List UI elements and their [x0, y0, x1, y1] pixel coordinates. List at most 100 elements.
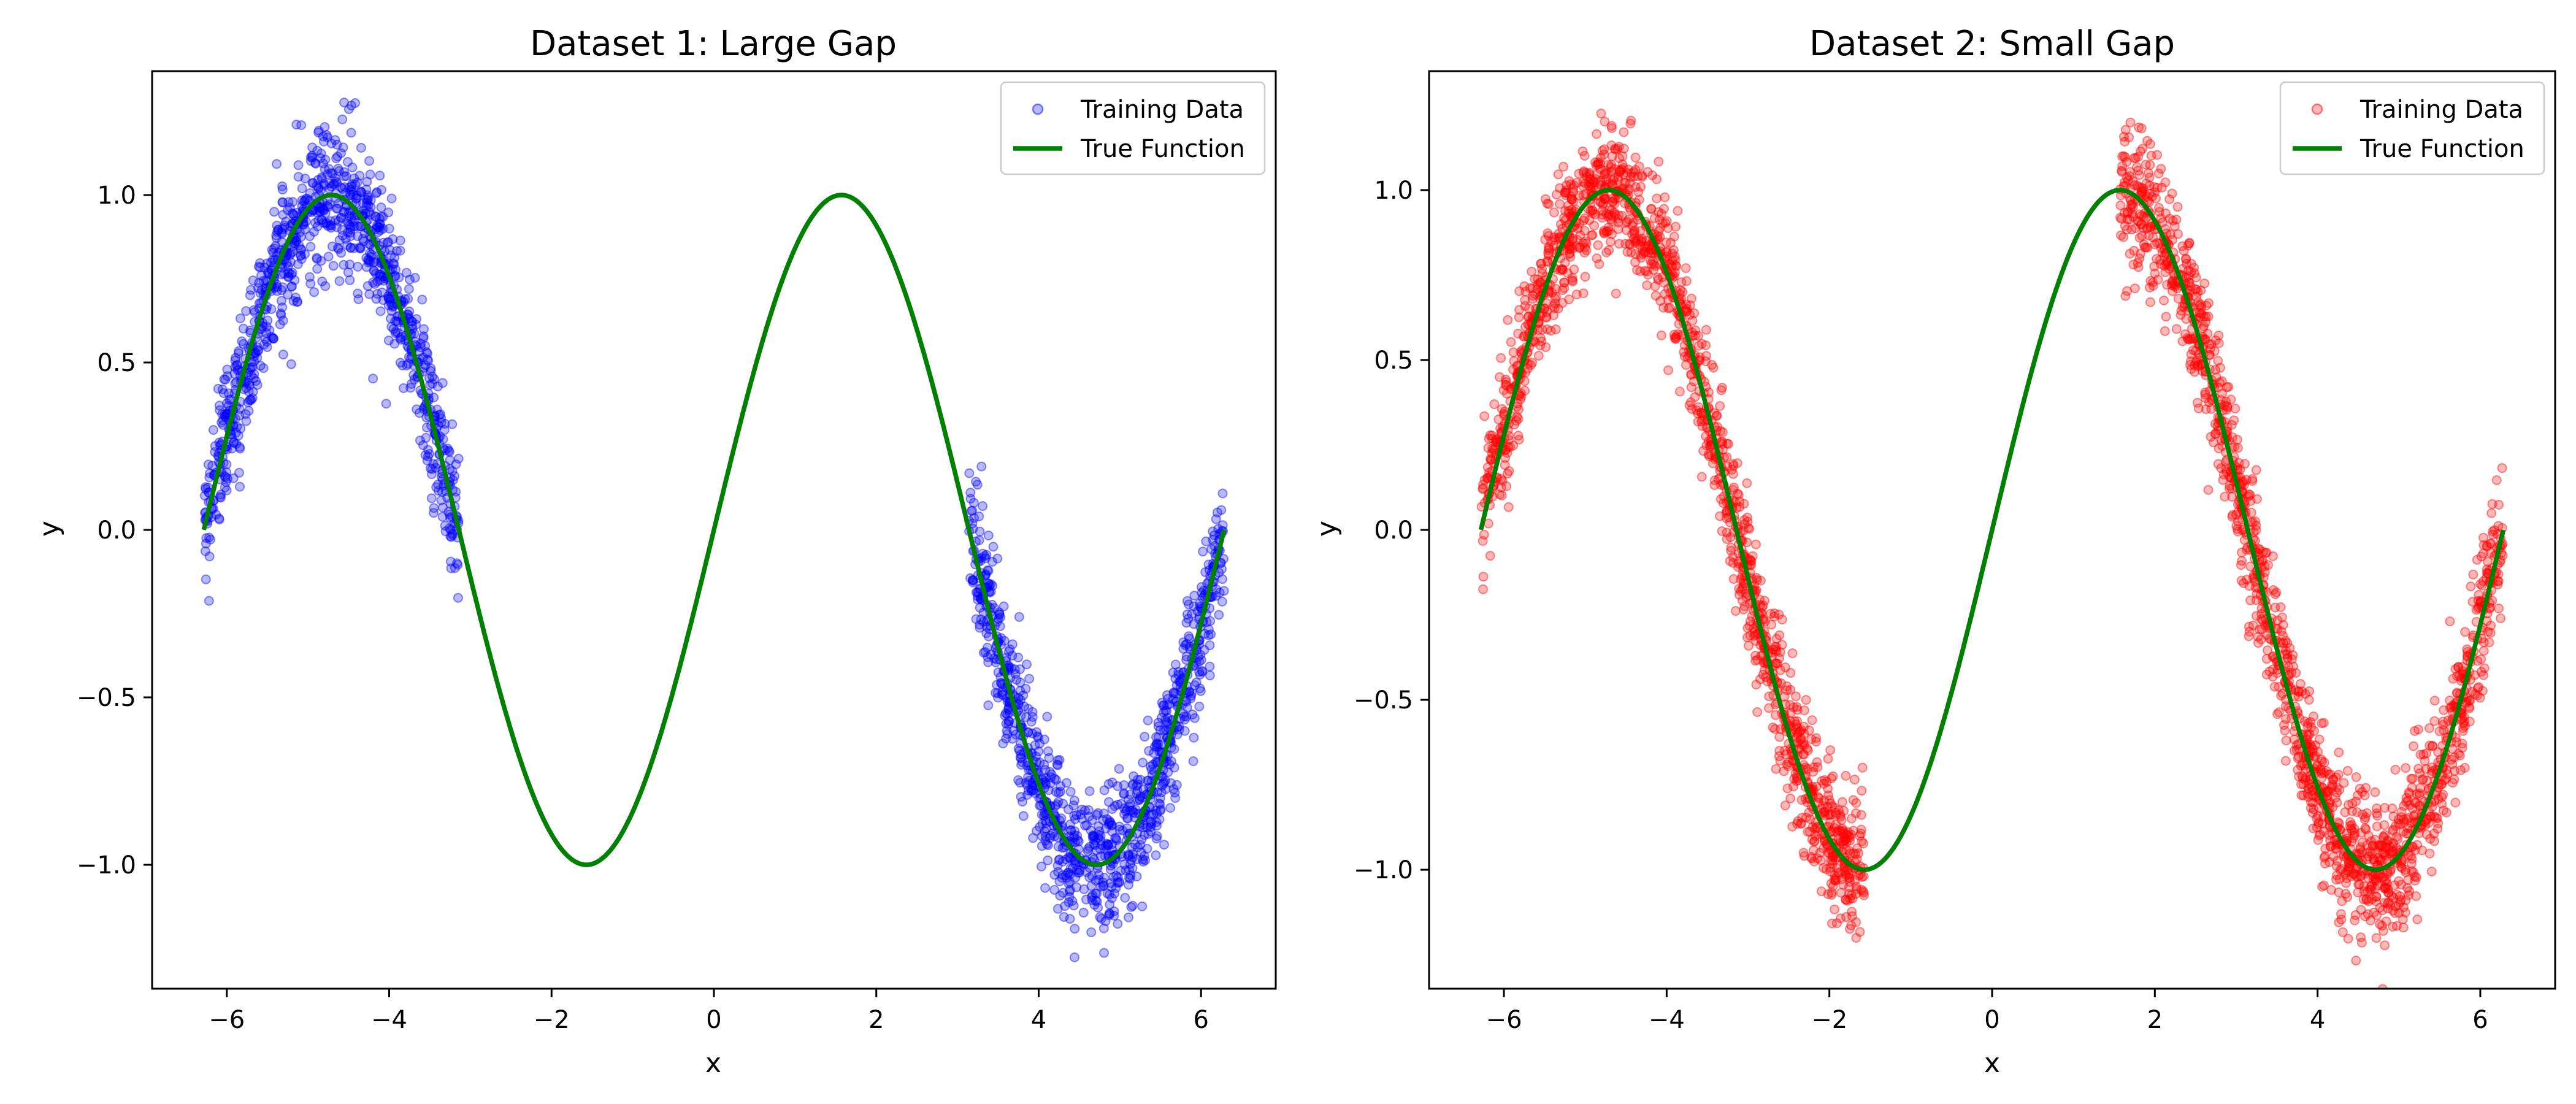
data-point — [1744, 640, 1754, 651]
data-point — [1135, 775, 1146, 785]
data-point — [1568, 186, 1579, 197]
data-point — [1158, 779, 1168, 789]
data-point — [399, 383, 408, 393]
data-point — [423, 355, 433, 364]
data-point — [1608, 196, 1618, 207]
data-point — [1055, 781, 1065, 791]
data-point — [1845, 876, 1855, 887]
data-point — [1160, 705, 1170, 716]
data-point — [1750, 539, 1761, 550]
data-point — [2144, 180, 2155, 191]
data-point — [2122, 286, 2132, 296]
data-point — [372, 187, 382, 197]
data-point — [1709, 475, 1720, 486]
data-point — [1698, 446, 1709, 456]
data-point — [1542, 324, 1552, 334]
data-point — [1095, 851, 1106, 861]
data-point — [1106, 893, 1117, 903]
data-point — [1689, 308, 1700, 318]
data-point — [324, 164, 334, 174]
data-point — [1008, 726, 1019, 736]
data-point — [416, 339, 426, 349]
data-point — [1054, 854, 1065, 865]
data-point — [1124, 912, 1133, 922]
data-point — [411, 320, 421, 330]
data-point — [342, 157, 353, 167]
data-point — [1692, 405, 1702, 415]
data-point — [1823, 889, 1833, 899]
data-point — [369, 257, 379, 267]
data-point — [1016, 695, 1025, 705]
data-point — [2488, 529, 2498, 540]
data-point — [1053, 867, 1064, 877]
data-point — [1113, 872, 1123, 883]
data-point — [1751, 573, 1761, 583]
data-point — [267, 333, 278, 343]
data-point — [2383, 884, 2393, 894]
data-point — [1054, 876, 1065, 887]
data-point — [1582, 172, 1592, 182]
data-point — [1052, 903, 1063, 914]
data-point — [2256, 634, 2266, 645]
data-point — [311, 158, 321, 169]
data-point — [445, 556, 456, 567]
data-point — [1824, 795, 1834, 805]
data-point — [370, 211, 380, 221]
data-point — [972, 480, 983, 490]
data-point — [1685, 310, 1695, 320]
data-point — [1666, 260, 1676, 270]
data-point — [1613, 174, 1623, 185]
data-point — [1624, 184, 1635, 194]
data-point — [1774, 653, 1784, 664]
data-point — [1625, 172, 1636, 182]
data-point — [1168, 694, 1178, 704]
data-point — [1560, 190, 1571, 201]
x-axis-label: x — [1984, 1048, 2000, 1079]
data-point — [1019, 701, 1029, 711]
data-point — [1673, 205, 1683, 216]
data-point — [2140, 242, 2150, 253]
data-point — [1488, 445, 1498, 455]
data-point — [374, 218, 385, 229]
data-point — [2370, 835, 2380, 845]
data-point — [1184, 634, 1195, 644]
data-point — [1811, 733, 1822, 743]
data-point — [1792, 776, 1802, 786]
data-point — [1581, 236, 1590, 247]
data-point — [1759, 665, 1769, 675]
data-point — [1162, 700, 1173, 710]
data-point — [1667, 261, 1677, 272]
data-point — [1146, 827, 1156, 837]
data-point — [220, 482, 230, 493]
data-point — [983, 531, 994, 541]
data-point — [1771, 658, 1781, 669]
data-point — [1119, 788, 1129, 799]
data-point — [1827, 856, 1838, 866]
data-point — [1023, 786, 1033, 795]
data-point — [1099, 785, 1110, 795]
data-point — [1784, 757, 1794, 768]
data-point — [2220, 491, 2230, 502]
data-point — [1837, 797, 1847, 807]
data-point — [1089, 838, 1099, 849]
data-point — [1498, 385, 1509, 396]
data-point — [375, 306, 386, 316]
data-point — [1016, 759, 1027, 770]
data-point — [246, 285, 256, 295]
data-point — [287, 267, 297, 278]
data-point — [231, 427, 241, 438]
data-point — [1560, 187, 1570, 197]
data-point — [1855, 927, 1865, 937]
data-point — [1052, 755, 1063, 765]
data-point — [263, 267, 274, 277]
data-point — [218, 415, 228, 426]
data-point — [1094, 826, 1105, 837]
data-point — [1203, 630, 1214, 640]
data-point — [1823, 754, 1833, 764]
data-point — [1021, 712, 1031, 723]
data-point — [2179, 245, 2189, 256]
data-point — [288, 247, 297, 257]
data-point — [1549, 303, 1560, 313]
data-point — [1764, 691, 1774, 702]
data-point — [2199, 321, 2209, 331]
